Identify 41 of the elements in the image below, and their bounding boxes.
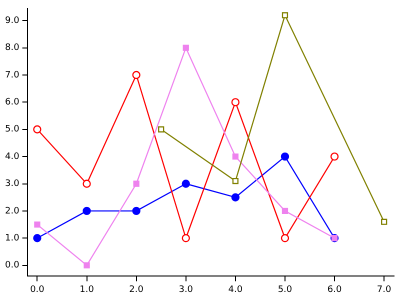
point xyxy=(84,262,90,268)
point xyxy=(231,98,240,106)
point xyxy=(282,12,288,18)
point xyxy=(280,234,290,242)
y-tick-label: 0.0 xyxy=(4,260,20,271)
point xyxy=(182,234,190,242)
x-tick-label: 3.0 xyxy=(178,284,194,295)
x-tick-label: 1.0 xyxy=(80,284,94,295)
x-tick-label: 2.0 xyxy=(129,284,144,295)
x-tick-label: 7.0 xyxy=(376,284,392,295)
point xyxy=(232,154,239,160)
y-tick-label: 7.0 xyxy=(4,70,20,80)
point xyxy=(232,178,239,184)
point xyxy=(33,125,42,134)
x-tick-label: 6.0 xyxy=(327,284,342,295)
point xyxy=(82,206,91,216)
y-tick-label: 3.0 xyxy=(4,179,20,190)
point xyxy=(231,193,240,202)
y-tick-label: 5.0 xyxy=(4,124,20,135)
x-tick-label: 0.0 xyxy=(30,284,45,295)
x-tick-label: 4.0 xyxy=(228,284,243,295)
point xyxy=(132,206,140,216)
y-tick-label: 8.0 xyxy=(4,43,20,54)
point xyxy=(133,180,140,187)
point xyxy=(280,152,290,161)
point xyxy=(381,218,388,225)
point xyxy=(34,221,40,228)
point xyxy=(182,44,189,51)
point xyxy=(158,126,164,132)
point xyxy=(82,180,91,188)
y-tick-label: 9.0 xyxy=(4,16,20,26)
point xyxy=(132,70,140,80)
y-tick-label: 1.0 xyxy=(4,233,20,244)
y-tick-label: 6.0 xyxy=(4,98,20,108)
y-tick-label: 4.0 xyxy=(4,152,20,162)
x-tick-label: 5.0 xyxy=(278,284,292,295)
y-tick-label: 2.0 xyxy=(4,206,20,216)
point xyxy=(182,180,190,188)
point xyxy=(330,152,339,161)
point xyxy=(282,208,288,214)
point xyxy=(33,234,42,242)
